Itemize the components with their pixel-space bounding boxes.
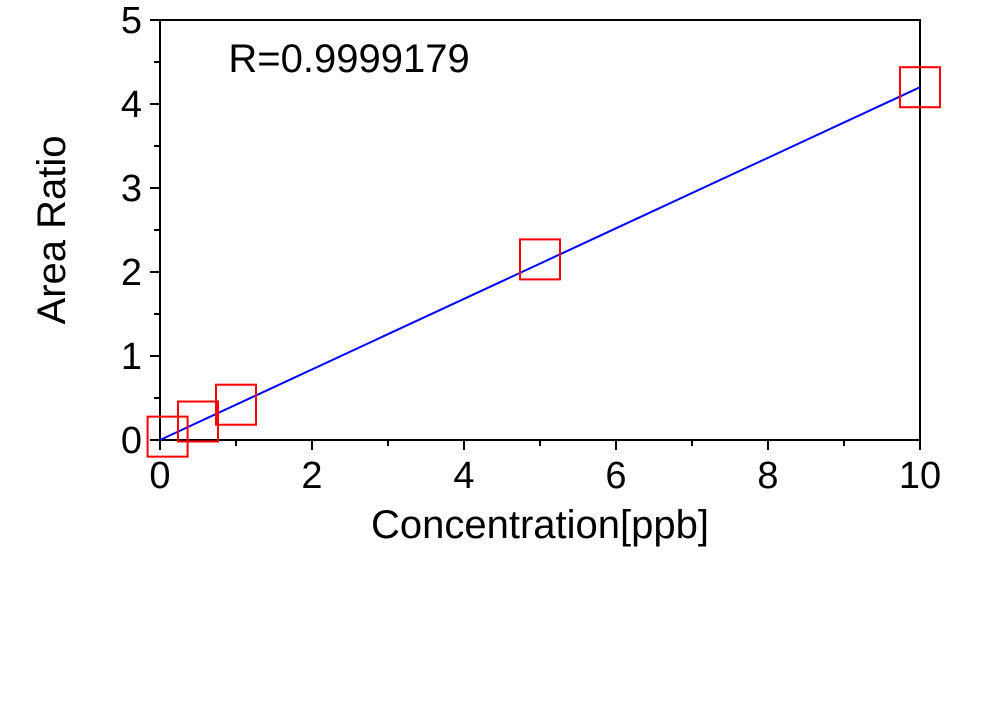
x-tick-label: 6 — [605, 455, 626, 497]
plot-border — [160, 20, 920, 440]
calibration-chart: 0 2 4 6 8 10 0 1 2 3 4 5 Concentration[ppb] Area Rati… — [0, 0, 1000, 709]
y-tick-label: 1 — [121, 336, 142, 378]
y-tick-label: 5 — [121, 0, 142, 42]
x-tick-label: 10 — [899, 455, 941, 497]
data-point — [520, 239, 560, 279]
x-tick-label: 2 — [301, 455, 322, 497]
y-tick-label: 3 — [121, 168, 142, 210]
y-axis-title: Area Ratio — [30, 136, 74, 325]
x-tick-label: 4 — [453, 455, 474, 497]
chart-svg: 0 2 4 6 8 10 0 1 2 3 4 5 Concentration[ppb] Area Rati… — [0, 0, 1000, 709]
regression-line — [160, 87, 920, 440]
x-tick-label: 0 — [149, 455, 170, 497]
x-axis-title: Concentration[ppb] — [371, 503, 709, 547]
y-tick-label: 0 — [121, 420, 142, 462]
x-tick-label: 8 — [757, 455, 778, 497]
y-tick-label: 4 — [121, 84, 142, 126]
y-tick-label: 2 — [121, 252, 142, 294]
r-value-annotation: R=0.9999179 — [228, 37, 469, 81]
